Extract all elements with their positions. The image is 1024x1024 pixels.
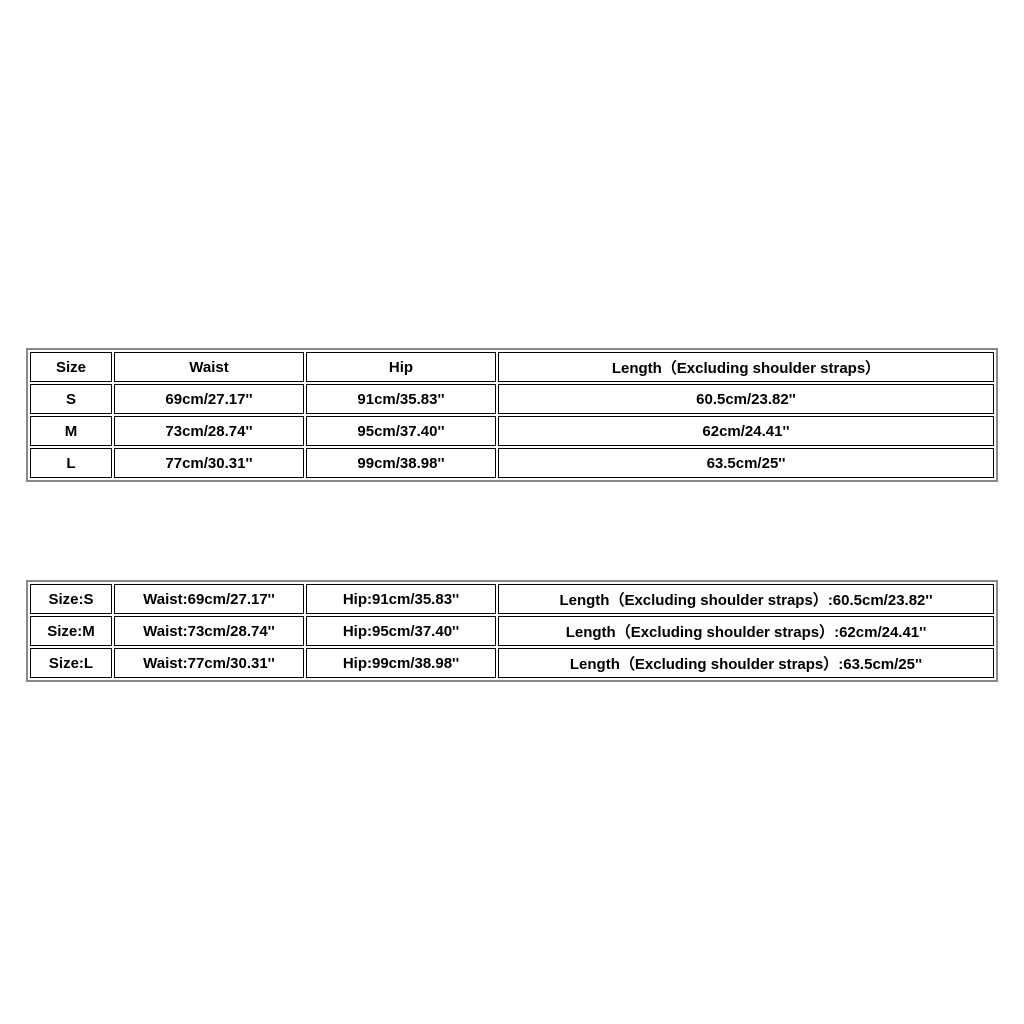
table-header-row: Size Waist Hip Length（Excluding shoulder… [30, 352, 994, 382]
table-row: M 73cm/28.74'' 95cm/37.40'' 62cm/24.41'' [30, 416, 994, 446]
cell-size: M [30, 416, 112, 446]
cell-hip: Hip:95cm/37.40'' [306, 616, 496, 646]
cell-waist: Waist:73cm/28.74'' [114, 616, 304, 646]
table-row: Size:S Waist:69cm/27.17'' Hip:91cm/35.83… [30, 584, 994, 614]
cell-length: 62cm/24.41'' [498, 416, 994, 446]
cell-length: 63.5cm/25'' [498, 448, 994, 478]
cell-size: S [30, 384, 112, 414]
cell-length: 60.5cm/23.82'' [498, 384, 994, 414]
cell-hip: 91cm/35.83'' [306, 384, 496, 414]
cell-length: Length（Excluding shoulder straps）:63.5cm… [498, 648, 994, 678]
cell-length: Length（Excluding shoulder straps）:62cm/2… [498, 616, 994, 646]
cell-waist: 77cm/30.31'' [114, 448, 304, 478]
size-chart-table-2: Size:S Waist:69cm/27.17'' Hip:91cm/35.83… [26, 580, 998, 682]
cell-hip: Hip:91cm/35.83'' [306, 584, 496, 614]
cell-size: Size:S [30, 584, 112, 614]
header-size: Size [30, 352, 112, 382]
cell-hip: 95cm/37.40'' [306, 416, 496, 446]
table-row: L 77cm/30.31'' 99cm/38.98'' 63.5cm/25'' [30, 448, 994, 478]
table-row: S 69cm/27.17'' 91cm/35.83'' 60.5cm/23.82… [30, 384, 994, 414]
cell-waist: 73cm/28.74'' [114, 416, 304, 446]
cell-size: L [30, 448, 112, 478]
size-table-1: Size Waist Hip Length（Excluding shoulder… [26, 348, 998, 482]
table-row: Size:L Waist:77cm/30.31'' Hip:99cm/38.98… [30, 648, 994, 678]
header-hip: Hip [306, 352, 496, 382]
cell-waist: Waist:69cm/27.17'' [114, 584, 304, 614]
table-row: Size:M Waist:73cm/28.74'' Hip:95cm/37.40… [30, 616, 994, 646]
header-waist: Waist [114, 352, 304, 382]
size-table-2: Size:S Waist:69cm/27.17'' Hip:91cm/35.83… [26, 580, 998, 682]
cell-hip: 99cm/38.98'' [306, 448, 496, 478]
header-length: Length（Excluding shoulder straps） [498, 352, 994, 382]
cell-length: Length（Excluding shoulder straps）:60.5cm… [498, 584, 994, 614]
size-chart-table-1: Size Waist Hip Length（Excluding shoulder… [26, 348, 998, 482]
cell-waist: 69cm/27.17'' [114, 384, 304, 414]
cell-size: Size:L [30, 648, 112, 678]
cell-size: Size:M [30, 616, 112, 646]
cell-hip: Hip:99cm/38.98'' [306, 648, 496, 678]
cell-waist: Waist:77cm/30.31'' [114, 648, 304, 678]
